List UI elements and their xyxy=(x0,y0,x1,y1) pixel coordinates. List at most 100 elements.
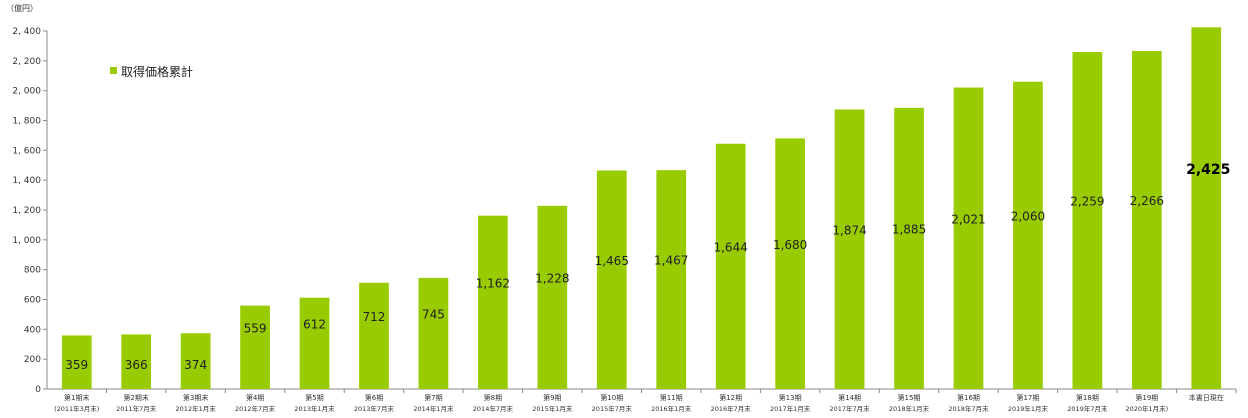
legend-label: 取得価格累計 xyxy=(121,64,193,79)
data-label: 712 xyxy=(363,310,386,324)
data-label: 1,680 xyxy=(773,238,807,252)
x-tick-label: 第9期 xyxy=(543,393,561,402)
y-tick-label: 0 xyxy=(35,385,41,395)
x-period-label: 2013年7月末 xyxy=(354,404,395,413)
data-label: 2,266 xyxy=(1130,194,1164,208)
x-tick-label: 第3期末 xyxy=(183,393,208,402)
data-label: 559 xyxy=(244,321,267,335)
bar xyxy=(240,305,270,389)
y-tick-label: 2, 200 xyxy=(12,57,41,67)
x-period-label: 2015年7月末 xyxy=(592,404,633,413)
bar xyxy=(834,109,865,389)
data-label: 2,060 xyxy=(1011,209,1045,223)
x-tick-label: 第15期 xyxy=(898,393,921,402)
data-label: 2,259 xyxy=(1070,195,1104,209)
y-tick-label: 1, 600 xyxy=(12,146,41,156)
x-tick-label: 第14期 xyxy=(838,393,861,402)
bar xyxy=(656,170,687,389)
x-period-label: 2017年7月末 xyxy=(829,404,870,413)
bar xyxy=(537,205,568,389)
bar xyxy=(1131,50,1162,389)
data-label: 2,021 xyxy=(951,212,985,226)
x-period-label: 2020年1月末) xyxy=(1125,404,1168,413)
x-tick-label: 第6期 xyxy=(365,393,383,402)
x-tick-label: 第11期 xyxy=(660,393,683,402)
x-period-label: 2014年1月末 xyxy=(413,404,454,413)
y-unit-label: （億円） xyxy=(6,3,38,13)
x-period-label: 2015年1月末 xyxy=(532,404,573,413)
bar xyxy=(715,143,746,389)
x-tick-label: 第12期 xyxy=(719,393,742,402)
x-period-label: 2016年1月末 xyxy=(651,404,692,413)
data-label: 1,874 xyxy=(832,223,866,237)
y-tick-label: 800 xyxy=(24,266,41,276)
legend: 取得価格累計 xyxy=(110,64,193,79)
y-tick-label: 2, 000 xyxy=(12,87,41,97)
data-label: 1,467 xyxy=(654,254,688,268)
data-label: 1,465 xyxy=(595,254,629,268)
y-tick-label: 2, 400 xyxy=(12,27,41,37)
bar xyxy=(953,87,984,389)
bar xyxy=(418,277,449,389)
x-period-label: 2012年7月末 xyxy=(235,404,276,413)
data-labels: 359 366 374 559 612 712 745 1,162 1,228 1,465 1,46… xyxy=(65,162,1230,372)
x-tick-label: 本書日現在 xyxy=(1189,393,1224,402)
data-label: 1,228 xyxy=(535,271,569,285)
x-tick-label: 第5期 xyxy=(305,393,323,402)
x-period-label: 2019年7月末 xyxy=(1067,404,1108,413)
y-tick-label: 600 xyxy=(24,296,41,306)
x-tick-label: 第7期 xyxy=(424,393,442,402)
y-tick-label: 1, 800 xyxy=(12,117,41,127)
x-tick-label: 第4期 xyxy=(246,393,264,402)
bars xyxy=(61,27,1222,389)
data-label: 374 xyxy=(184,358,207,372)
x-period-label: 2016年7月末 xyxy=(711,404,752,413)
x-tick-label: 第17期 xyxy=(1016,393,1039,402)
x-period-label: 2013年1月末 xyxy=(294,404,335,413)
bar xyxy=(61,335,92,389)
x-tick-label: 第16期 xyxy=(957,393,980,402)
bar xyxy=(478,215,508,389)
x-tick-label: 第18期 xyxy=(1076,393,1099,402)
y-tick-label: 1, 400 xyxy=(12,176,41,186)
x-tick-label: 第2期末 xyxy=(123,393,148,402)
y-tick-label: 400 xyxy=(24,325,41,335)
bar xyxy=(1013,81,1043,389)
x-tick-label: 第1期末 xyxy=(64,393,89,402)
x-period-label: 2017年1月末 xyxy=(770,404,811,413)
data-label: 366 xyxy=(125,358,148,372)
data-label: 359 xyxy=(65,358,88,372)
x-period-label: (2011年3月末) xyxy=(54,404,99,413)
x-period-label: 2011年7月末 xyxy=(116,404,157,413)
x-period-label: 2012年1月末 xyxy=(176,404,217,413)
bar xyxy=(359,282,389,389)
y-tick-label: 1, 200 xyxy=(12,206,41,216)
data-label: 1,644 xyxy=(713,240,747,254)
bar xyxy=(894,107,924,389)
bar xyxy=(1191,27,1222,389)
data-label: 745 xyxy=(422,308,445,322)
x-tick-label: 第8期 xyxy=(484,393,502,402)
x-period-label: 2018年1月末 xyxy=(889,404,930,413)
x-tick-label: 第19期 xyxy=(1135,393,1158,402)
data-label: 1,885 xyxy=(892,222,926,236)
axes: 0 200 400 600 800 1, 000 1, 200 1, 400 1, 600 1, … xyxy=(12,27,1237,413)
legend-swatch xyxy=(110,67,117,74)
x-tick-label: 第13期 xyxy=(779,393,802,402)
bar xyxy=(299,297,330,389)
bar xyxy=(596,170,627,389)
y-tick-label: 1, 000 xyxy=(12,236,41,246)
data-label: 612 xyxy=(303,317,326,331)
bar xyxy=(180,333,211,389)
bar xyxy=(1072,52,1103,389)
x-period-label: 2014年7月末 xyxy=(473,404,514,413)
data-label: 1,162 xyxy=(476,276,510,290)
x-period-label: 2019年1月末 xyxy=(1008,404,1049,413)
x-period-label: 2018年7月末 xyxy=(948,404,989,413)
bar xyxy=(121,334,152,389)
data-label: 2,425 xyxy=(1186,162,1230,178)
bar xyxy=(775,138,805,389)
y-tick-label: 200 xyxy=(24,355,41,365)
x-tick-label: 第10期 xyxy=(600,393,623,402)
